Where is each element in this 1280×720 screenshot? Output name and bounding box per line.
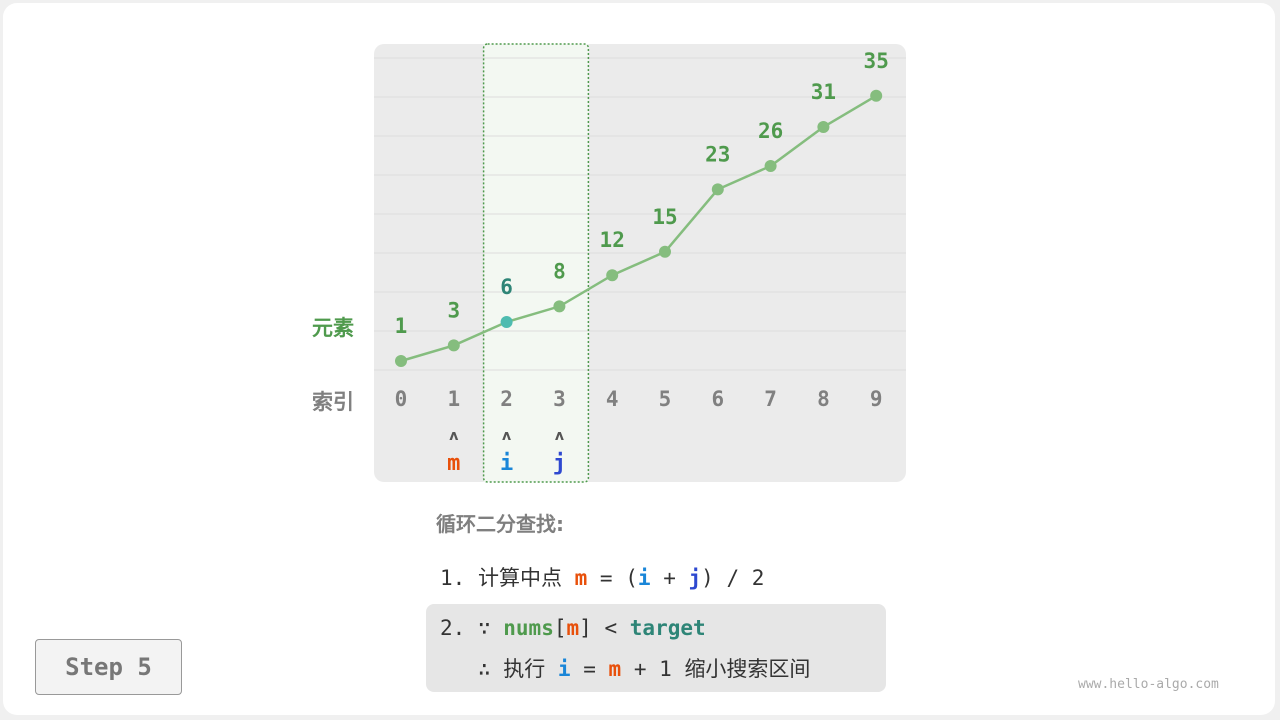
search-interval-border	[482, 43, 590, 483]
current-step-box	[426, 604, 886, 692]
value-label: 3	[447, 298, 460, 322]
therefore-symbol: ∴	[477, 657, 491, 681]
step-button[interactable]: Step 5	[35, 639, 182, 695]
pointer-arrow-icon: ʌ	[502, 428, 511, 444]
value-label: 15	[652, 205, 677, 229]
value-label: 6	[500, 275, 513, 299]
value-label: 23	[705, 142, 730, 166]
var-i: i	[557, 657, 571, 681]
pointer-m: m	[447, 451, 460, 476]
index-label: 6	[711, 387, 724, 411]
op: ]	[579, 616, 592, 640]
data-point	[870, 89, 883, 102]
value-label: 26	[758, 119, 783, 143]
op: [	[553, 616, 567, 640]
op: ) / 2	[701, 566, 765, 590]
var-m: m	[574, 566, 588, 590]
op: =	[599, 566, 613, 590]
op: <	[604, 616, 618, 640]
step-text: 计算中点	[477, 566, 562, 590]
value-label: 8	[553, 259, 566, 283]
data-point	[764, 160, 777, 172]
op: + 1	[633, 657, 672, 681]
data-point	[447, 339, 460, 352]
index-label: 2	[500, 387, 513, 411]
step-2-line: 2. ∵ nums[m] < target	[440, 616, 706, 640]
pointer-arrow-icon: ʌ	[555, 428, 564, 444]
value-label: 31	[811, 80, 836, 104]
op: (	[625, 566, 638, 590]
pointer-j: j	[553, 451, 566, 476]
data-point	[817, 121, 830, 133]
step-text: 执行	[503, 657, 546, 681]
index-label: 5	[659, 387, 672, 411]
step-number: 1.	[440, 566, 466, 590]
because-symbol: ∵	[477, 616, 491, 640]
panel-right	[568, 44, 906, 482]
elements-label: 元素	[312, 316, 354, 340]
var-i: i	[637, 566, 651, 590]
value-label: 1	[395, 314, 408, 338]
var-m: m	[608, 657, 622, 681]
data-point	[395, 355, 407, 367]
index-label: 8	[817, 387, 830, 411]
var-j: j	[688, 566, 702, 590]
value-label: 12	[600, 228, 625, 252]
index-label: 9	[870, 387, 883, 411]
op: +	[663, 566, 676, 590]
index-label: 3	[553, 387, 566, 411]
pointer-i: i	[500, 451, 513, 476]
var-nums: nums	[503, 616, 554, 640]
data-point	[711, 183, 724, 196]
step-1-line: 1. 计算中点 m = (i + j) / 2	[440, 562, 764, 592]
var-target: target	[629, 616, 706, 640]
search-interval	[483, 44, 589, 482]
series-line	[400, 94, 877, 363]
index-label: 0	[395, 387, 408, 411]
panel-left	[374, 44, 504, 482]
algorithm-title: 循环二分查找:	[436, 512, 564, 536]
pointer-arrow-icon: ʌ	[449, 428, 458, 444]
indices-label: 索引	[312, 390, 354, 414]
index-label: 1	[447, 387, 460, 411]
value-label: 35	[864, 49, 889, 73]
step-number: 2.	[440, 616, 466, 640]
index-label: 7	[764, 387, 777, 411]
step-3-line: ∴ 执行 i = m + 1 缩小搜索区间	[440, 653, 811, 683]
step-text: 缩小搜索区间	[684, 657, 811, 681]
data-point	[553, 300, 566, 313]
data-point	[500, 316, 513, 328]
data-point	[659, 245, 671, 258]
data-point	[606, 269, 619, 282]
var-m: m	[566, 616, 580, 640]
watermark: www.hello-algo.com	[1078, 677, 1219, 692]
op: =	[583, 657, 596, 681]
index-label: 4	[606, 387, 619, 411]
